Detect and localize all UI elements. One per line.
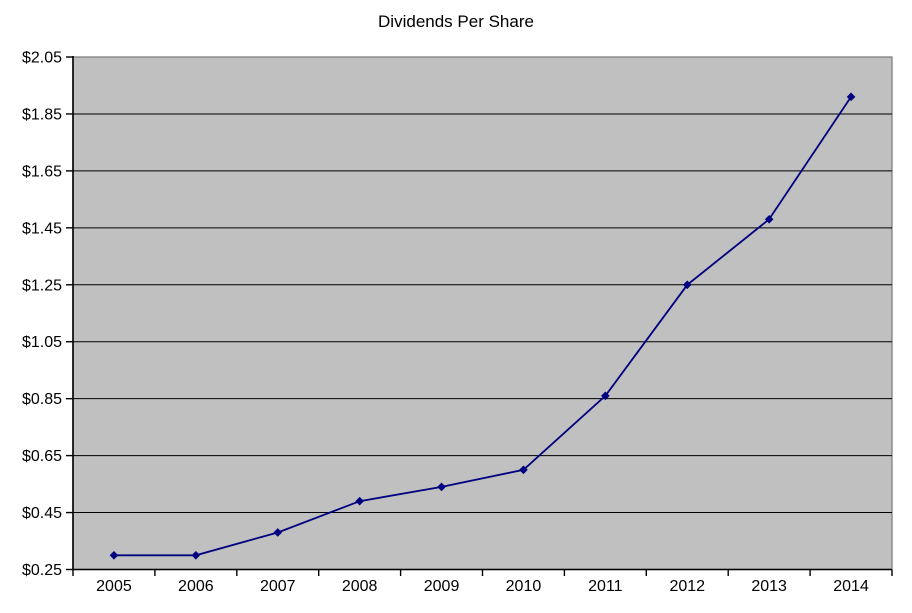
x-tick-label: 2011: [588, 578, 623, 595]
data-point-2007: [273, 528, 283, 537]
x-tick-label: 2006: [178, 578, 214, 595]
data-point-2013: [764, 214, 774, 224]
data-point-2010: [519, 465, 528, 475]
y-tick-label: $1.85: [22, 106, 62, 123]
x-tick-label: 2010: [506, 578, 542, 595]
x-tick-label: 2005: [96, 578, 132, 595]
plot-area: [72, 56, 893, 571]
y-tick-label: $1.45: [22, 220, 62, 237]
data-point-2012: [682, 280, 692, 290]
y-tick-label: $1.05: [22, 334, 62, 351]
x-tick-label: 2014: [833, 578, 869, 595]
y-tick-label: $0.85: [22, 391, 62, 408]
x-tick-label: 2013: [751, 578, 787, 595]
data-point-2006: [191, 550, 201, 560]
y-tick-label: $1.25: [22, 277, 62, 294]
data-point-2014: [846, 92, 856, 102]
y-tick-label: $0.25: [22, 562, 62, 579]
chart-title: Dividends Per Share: [378, 12, 534, 31]
y-tick-label: $2.05: [22, 50, 62, 67]
x-tick-label: 2007: [260, 578, 296, 595]
x-tick-label: 2012: [669, 578, 705, 595]
data-point-2005: [109, 550, 119, 560]
series-line: [114, 96, 852, 557]
data-point-2011: [601, 391, 610, 401]
x-tick-label: 2009: [424, 578, 460, 595]
x-tick-label: 2008: [342, 578, 378, 595]
y-tick-label: $0.45: [22, 505, 62, 522]
data-point-2008: [355, 496, 364, 506]
y-tick-label: $0.65: [22, 448, 62, 465]
data-point-2009: [437, 482, 446, 492]
y-tick-label: $1.65: [22, 163, 62, 180]
